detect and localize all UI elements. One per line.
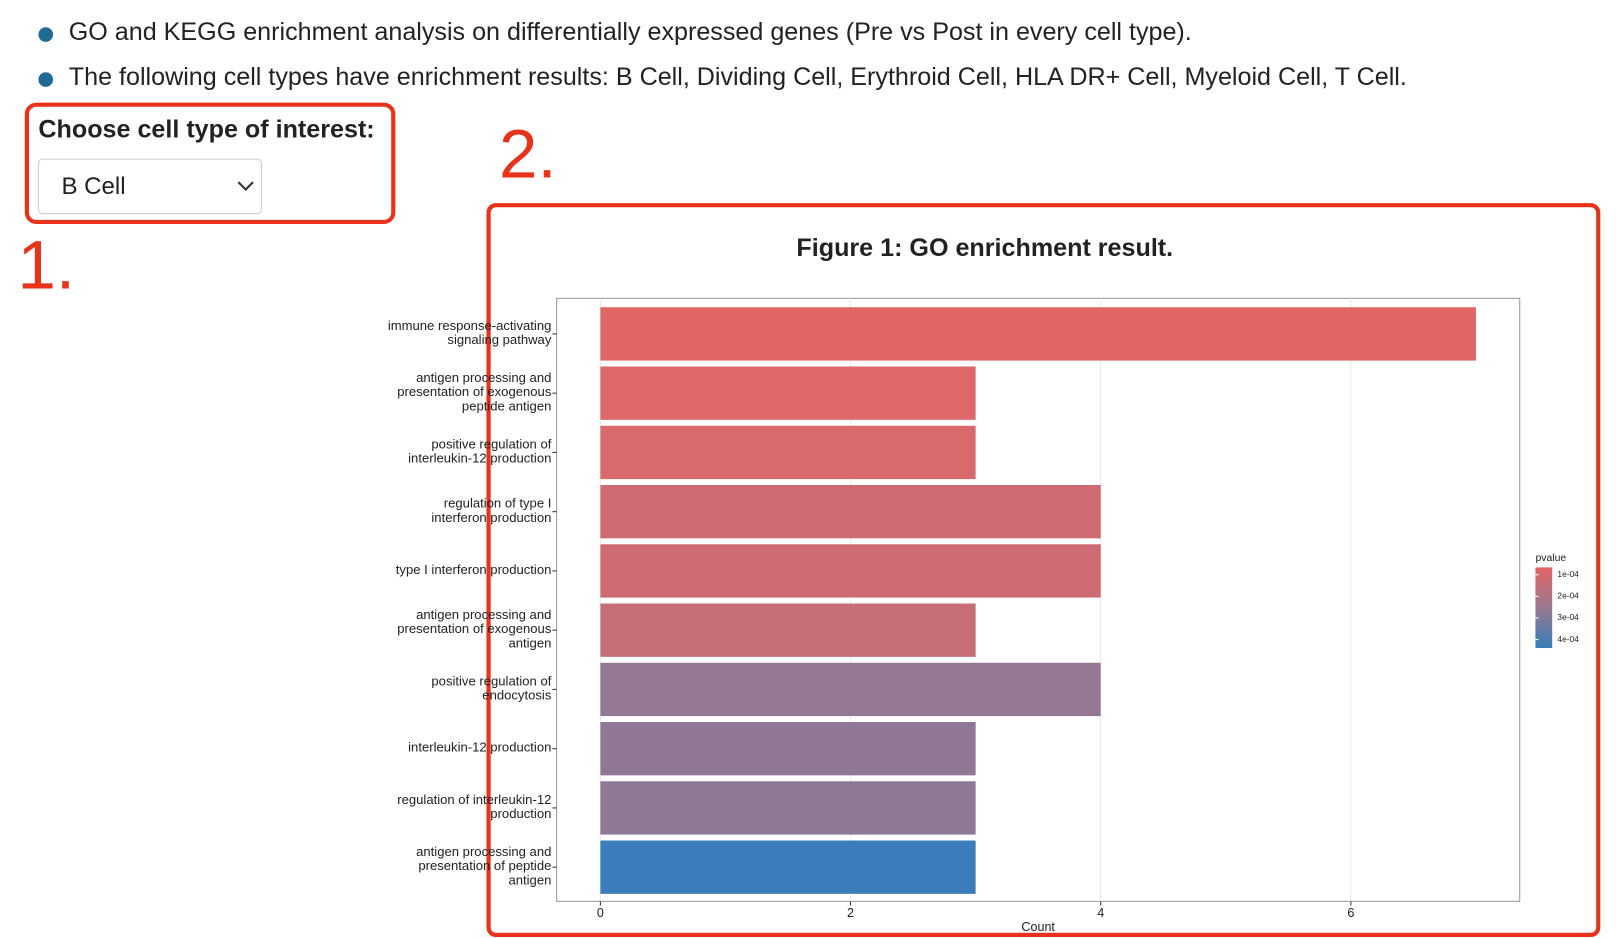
dropdown[interactable]: B Cell — [37, 158, 262, 215]
bar — [600, 662, 1101, 717]
x-axis-label: Count — [1021, 920, 1055, 934]
bar — [600, 425, 976, 480]
colorbar — [1535, 567, 1553, 649]
y-tick-label: interleukin-12 production — [408, 740, 551, 755]
colorbar-label: 4e-04 — [1557, 634, 1579, 644]
bar — [600, 307, 1476, 361]
x-tick-label: 0 — [597, 906, 604, 920]
dropdown-chevron[interactable] — [237, 181, 254, 191]
bar — [600, 603, 976, 657]
annotation-number: 1. — [17, 225, 75, 303]
x-tick-label: 4 — [1097, 906, 1104, 920]
legend-title: pvalue — [1535, 553, 1566, 564]
bullet-text: GO and KEGG enrichment analysis on diffe… — [69, 18, 1192, 46]
y-tick-label: positive regulation of interleukin-12 pro… — [408, 437, 552, 466]
colorbar-label: 3e-04 — [1557, 612, 1579, 622]
selector-label: Choose cell type of interest: — [38, 115, 374, 143]
bar — [600, 840, 976, 894]
bar — [600, 722, 976, 776]
bar — [600, 485, 1101, 539]
colorbar-label: 1e-04 — [1557, 569, 1579, 579]
highlight-box — [24, 102, 396, 225]
y-tick-label: immune response-activating signaling path… — [388, 318, 552, 347]
dropdown-box[interactable] — [37, 158, 262, 215]
y-tick-label: antigen processing and presentation of pe… — [416, 844, 551, 887]
bar — [600, 366, 976, 420]
y-tick-label: antigen processing and presentation of ex… — [397, 607, 552, 650]
bar — [600, 781, 976, 835]
y-tick-label: regulation of interleukin-12 production — [397, 792, 551, 821]
bar — [600, 544, 1101, 598]
y-tick-label: antigen processing and presentation of ex… — [397, 370, 552, 413]
y-tick-label: type I interferon production — [396, 562, 552, 577]
x-tick-label: 2 — [847, 906, 854, 920]
y-tick-label: positive regulation of endocytosis — [431, 674, 551, 703]
chart-title: Figure 1: GO enrichment result. — [796, 234, 1173, 262]
dropdown-value[interactable]: B Cell — [61, 173, 125, 200]
bullet-dot — [38, 72, 54, 87]
highlight-box — [486, 203, 1601, 937]
bullet-dot — [38, 27, 54, 42]
colorbar-label: 2e-04 — [1557, 591, 1579, 601]
x-tick-label: 6 — [1347, 906, 1354, 920]
annotation-number: 2. — [499, 114, 557, 192]
bullet-text: The following cell types have enrichment… — [69, 63, 1407, 91]
